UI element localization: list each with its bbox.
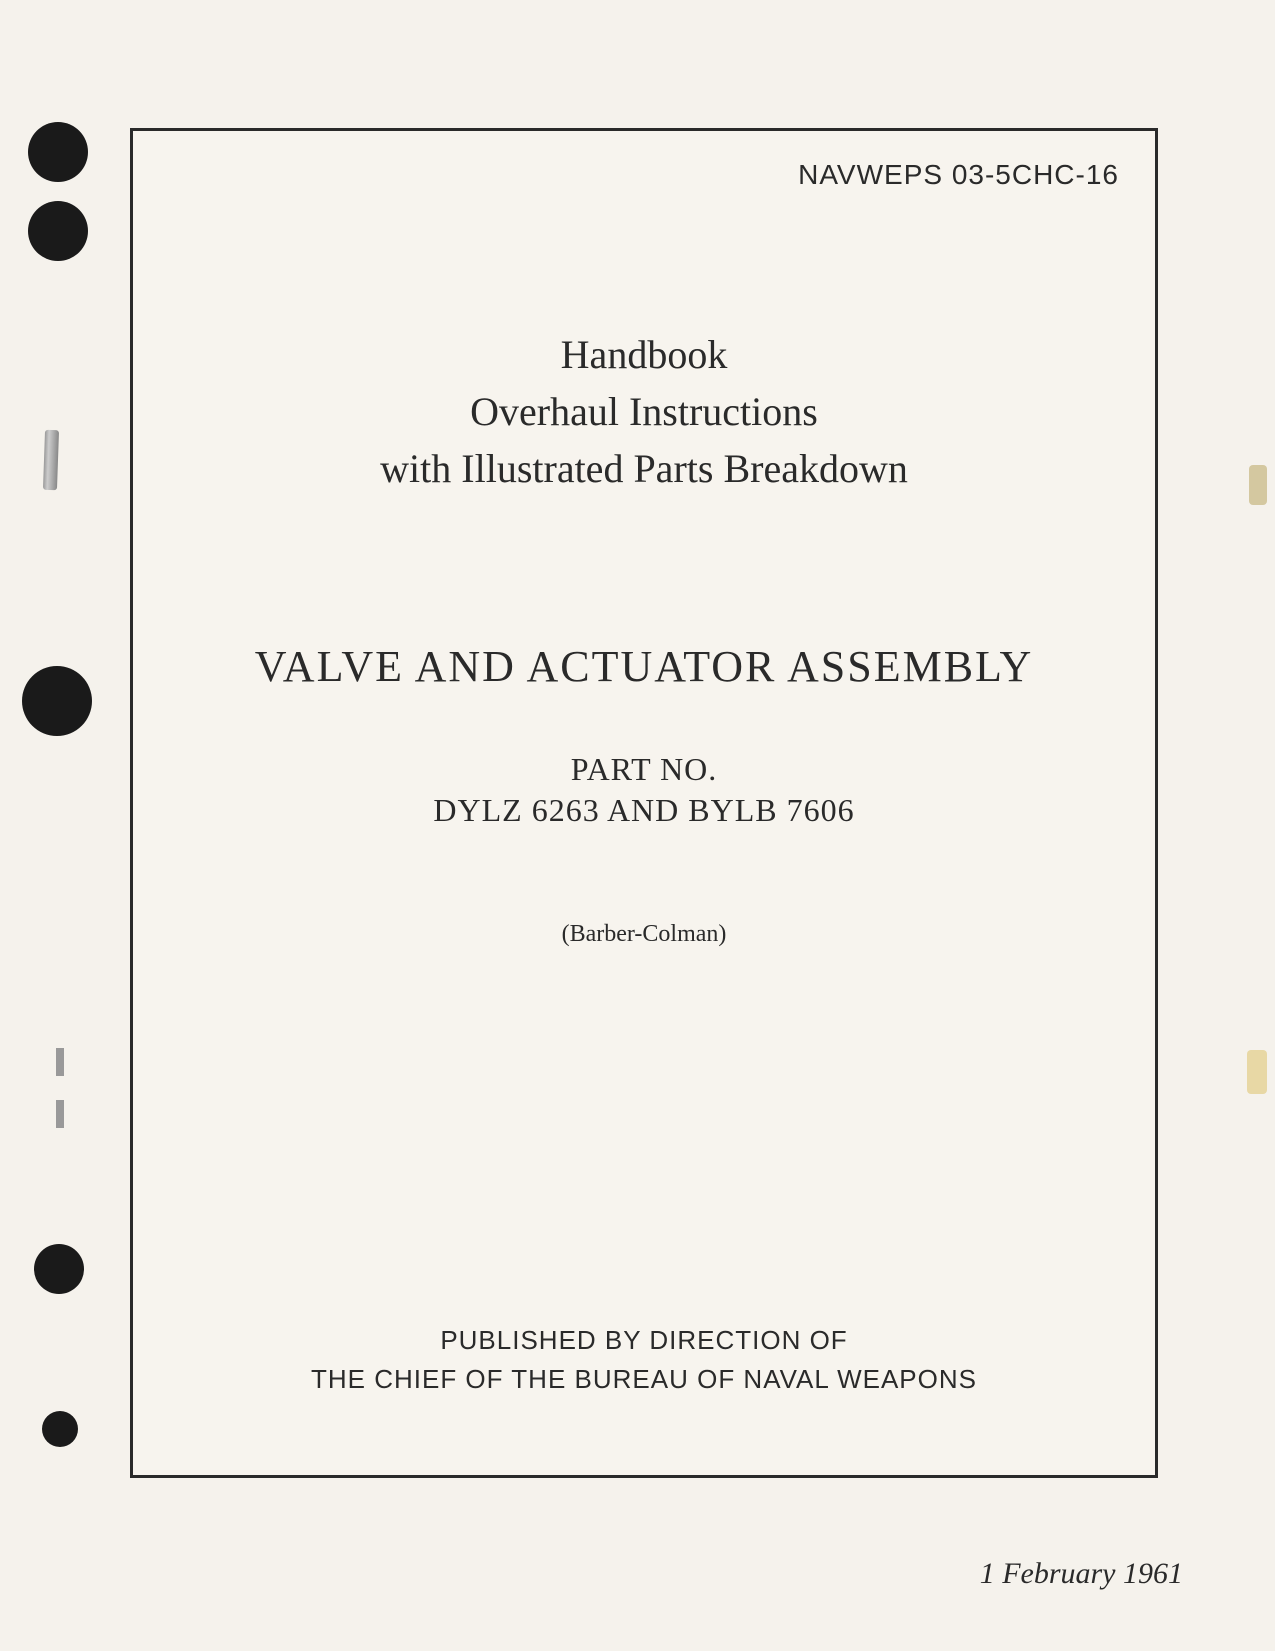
edge-tick-mark (56, 1100, 64, 1128)
part-label: PART NO. (133, 751, 1155, 788)
publisher-line1: PUBLISHED BY DIRECTION OF (133, 1325, 1155, 1356)
hole-punch-icon (28, 122, 88, 182)
part-number-block: PART NO. DYLZ 6263 AND BYLB 7606 (133, 751, 1155, 829)
publisher-line2: THE CHIEF OF THE BUREAU OF NAVAL WEAPONS (133, 1364, 1155, 1395)
staple-mark (43, 430, 59, 490)
header-handbook: Handbook (133, 331, 1155, 378)
publisher-block: PUBLISHED BY DIRECTION OF THE CHIEF OF T… (133, 1325, 1155, 1395)
part-numbers: DYLZ 6263 AND BYLB 7606 (133, 792, 1155, 829)
document-page: NAVWEPS 03-5CHC-16 Handbook Overhaul Ins… (0, 0, 1275, 1651)
page-edge-stain (1249, 465, 1267, 505)
manufacturer-name: (Barber-Colman) (133, 921, 1155, 948)
document-number: NAVWEPS 03-5CHC-16 (798, 159, 1119, 191)
header-block: Handbook Overhaul Instructions with Illu… (133, 331, 1155, 492)
edge-tick-mark (56, 1048, 64, 1076)
header-parts-breakdown: with Illustrated Parts Breakdown (133, 445, 1155, 492)
page-edge-stain (1247, 1050, 1267, 1094)
main-title: VALVE AND ACTUATOR ASSEMBLY (133, 641, 1155, 692)
hole-punch-icon (28, 201, 88, 261)
header-overhaul: Overhaul Instructions (133, 388, 1155, 435)
publication-date: 1 February 1961 (980, 1557, 1183, 1591)
hole-punch-icon (34, 1244, 84, 1294)
hole-punch-icon (42, 1411, 78, 1447)
hole-punch-icon (22, 666, 92, 736)
content-frame: NAVWEPS 03-5CHC-16 Handbook Overhaul Ins… (130, 128, 1158, 1478)
